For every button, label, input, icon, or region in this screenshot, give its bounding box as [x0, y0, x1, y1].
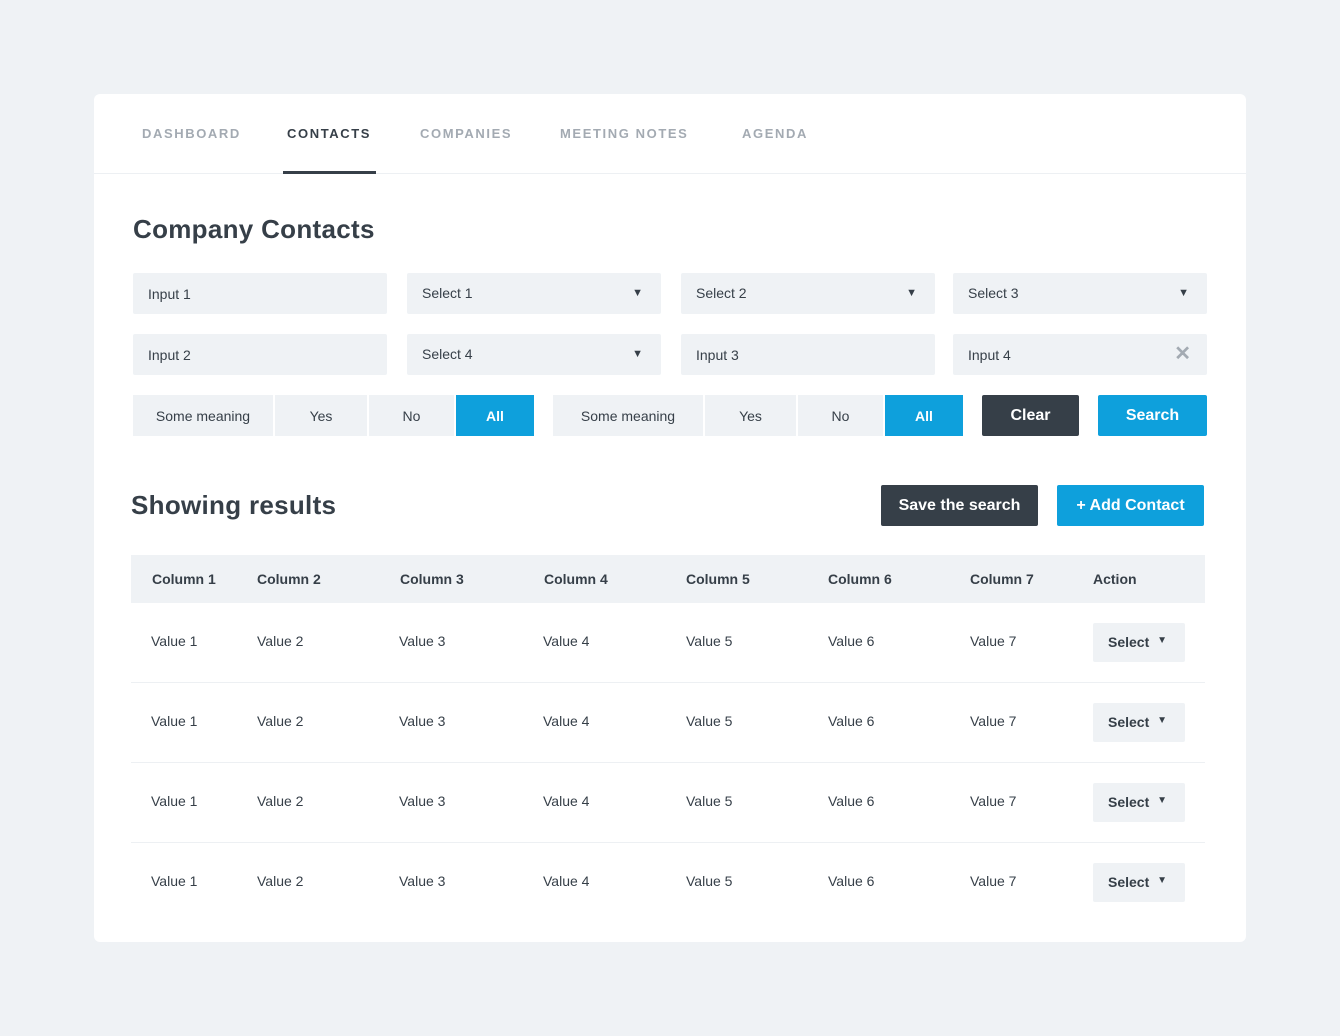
row-action-select[interactable]: Select ▼: [1093, 703, 1185, 742]
table-cell: Value 5: [686, 633, 733, 649]
tab-contacts[interactable]: CONTACTS: [282, 126, 377, 174]
table-cell: Value 3: [399, 793, 446, 809]
table-row: Value 1 Value 2 Value 3 Value 4 Value 5 …: [131, 843, 1205, 923]
input-4-field[interactable]: ✕: [953, 334, 1207, 375]
chevron-down-icon: ▼: [906, 287, 917, 299]
table-cell: Value 5: [686, 873, 733, 889]
results-title: Showing results: [131, 490, 337, 520]
input-3-field[interactable]: [681, 334, 935, 375]
input-2[interactable]: [148, 334, 372, 375]
input-1-field[interactable]: [133, 273, 387, 314]
table-cell: Value 5: [686, 713, 733, 729]
select-4-value: Select 4: [422, 346, 473, 362]
results-table: Column 1 Column 2 Column 3 Column 4 Colu…: [131, 555, 1205, 923]
segment-1-no[interactable]: No: [369, 395, 454, 436]
clear-button[interactable]: Clear: [982, 395, 1079, 436]
table-cell: Value 3: [399, 713, 446, 729]
select-1-value: Select 1: [422, 285, 473, 301]
chevron-down-icon: ▼: [1178, 287, 1189, 299]
table-row: Value 1 Value 2 Value 3 Value 4 Value 5 …: [131, 763, 1205, 843]
row-action-label: Select: [1108, 714, 1150, 730]
close-icon[interactable]: ✕: [1174, 343, 1191, 365]
table-cell: Value 4: [543, 793, 590, 809]
column-header-1[interactable]: Column 1: [152, 571, 216, 587]
column-header-action: Action: [1093, 571, 1137, 587]
table-cell: Value 7: [970, 873, 1017, 889]
table-cell: Value 6: [828, 633, 875, 649]
column-header-6[interactable]: Column 6: [828, 571, 892, 587]
input-1[interactable]: [148, 273, 372, 314]
chevron-down-icon: ▼: [632, 348, 643, 360]
table-cell: Value 4: [543, 713, 590, 729]
tab-companies[interactable]: COMPANIES: [420, 126, 513, 141]
column-header-2[interactable]: Column 2: [257, 571, 321, 587]
chevron-down-icon: ▼: [1157, 715, 1167, 726]
segment-2-no[interactable]: No: [798, 395, 883, 436]
table-cell: Value 6: [828, 713, 875, 729]
tab-bar: DASHBOARD CONTACTS COMPANIES MEETING NOT…: [94, 94, 1246, 174]
tab-meeting-notes[interactable]: MEETING NOTES: [560, 126, 689, 141]
segment-2-yes[interactable]: Yes: [705, 395, 796, 436]
table-cell: Value 1: [151, 873, 198, 889]
select-2-value: Select 2: [696, 285, 747, 301]
table-cell: Value 2: [257, 633, 304, 649]
select-1[interactable]: Select 1 ▼: [407, 273, 661, 314]
select-3[interactable]: Select 3 ▼: [953, 273, 1207, 314]
input-4[interactable]: [968, 334, 1168, 375]
chevron-down-icon: ▼: [1157, 875, 1167, 886]
table-cell: Value 3: [399, 633, 446, 649]
table-cell: Value 2: [257, 873, 304, 889]
table-cell: Value 4: [543, 633, 590, 649]
main-card: DASHBOARD CONTACTS COMPANIES MEETING NOT…: [94, 94, 1246, 942]
input-3[interactable]: [696, 334, 920, 375]
chevron-down-icon: ▼: [1157, 635, 1167, 646]
table-row: Value 1 Value 2 Value 3 Value 4 Value 5 …: [131, 603, 1205, 683]
table-header: Column 1 Column 2 Column 3 Column 4 Colu…: [131, 555, 1205, 603]
chevron-down-icon: ▼: [632, 287, 643, 299]
row-action-label: Select: [1108, 794, 1150, 810]
select-3-value: Select 3: [968, 285, 1019, 301]
segment-1-all[interactable]: All: [456, 395, 534, 436]
chevron-down-icon: ▼: [1157, 795, 1167, 806]
save-search-button[interactable]: Save the search: [881, 485, 1038, 526]
search-button[interactable]: Search: [1098, 395, 1207, 436]
input-2-field[interactable]: [133, 334, 387, 375]
table-cell: Value 7: [970, 633, 1017, 649]
table-cell: Value 7: [970, 793, 1017, 809]
segment-2-some-meaning[interactable]: Some meaning: [553, 395, 703, 436]
select-4[interactable]: Select 4 ▼: [407, 334, 661, 375]
table-cell: Value 1: [151, 793, 198, 809]
row-action-label: Select: [1108, 634, 1150, 650]
row-action-select[interactable]: Select ▼: [1093, 623, 1185, 662]
table-cell: Value 2: [257, 713, 304, 729]
segmented-control-1: Some meaning Yes No All: [133, 395, 534, 436]
table-cell: Value 2: [257, 793, 304, 809]
table-row: Value 1 Value 2 Value 3 Value 4 Value 5 …: [131, 683, 1205, 763]
row-action-label: Select: [1108, 874, 1150, 890]
table-cell: Value 6: [828, 793, 875, 809]
page-title: Company Contacts: [133, 214, 375, 244]
segment-2-all[interactable]: All: [885, 395, 963, 436]
table-cell: Value 7: [970, 713, 1017, 729]
segment-1-yes[interactable]: Yes: [275, 395, 367, 436]
table-cell: Value 3: [399, 873, 446, 889]
table-cell: Value 1: [151, 713, 198, 729]
select-2[interactable]: Select 2 ▼: [681, 273, 935, 314]
segmented-control-2: Some meaning Yes No All: [553, 395, 963, 436]
column-header-4[interactable]: Column 4: [544, 571, 608, 587]
tab-agenda[interactable]: AGENDA: [742, 126, 808, 141]
add-contact-button[interactable]: + Add Contact: [1057, 485, 1204, 526]
table-cell: Value 4: [543, 873, 590, 889]
column-header-5[interactable]: Column 5: [686, 571, 750, 587]
column-header-3[interactable]: Column 3: [400, 571, 464, 587]
row-action-select[interactable]: Select ▼: [1093, 783, 1185, 822]
table-cell: Value 5: [686, 793, 733, 809]
table-cell: Value 1: [151, 633, 198, 649]
table-cell: Value 6: [828, 873, 875, 889]
segment-1-some-meaning[interactable]: Some meaning: [133, 395, 273, 436]
tab-dashboard[interactable]: DASHBOARD: [142, 126, 241, 141]
column-header-7[interactable]: Column 7: [970, 571, 1034, 587]
row-action-select[interactable]: Select ▼: [1093, 863, 1185, 902]
